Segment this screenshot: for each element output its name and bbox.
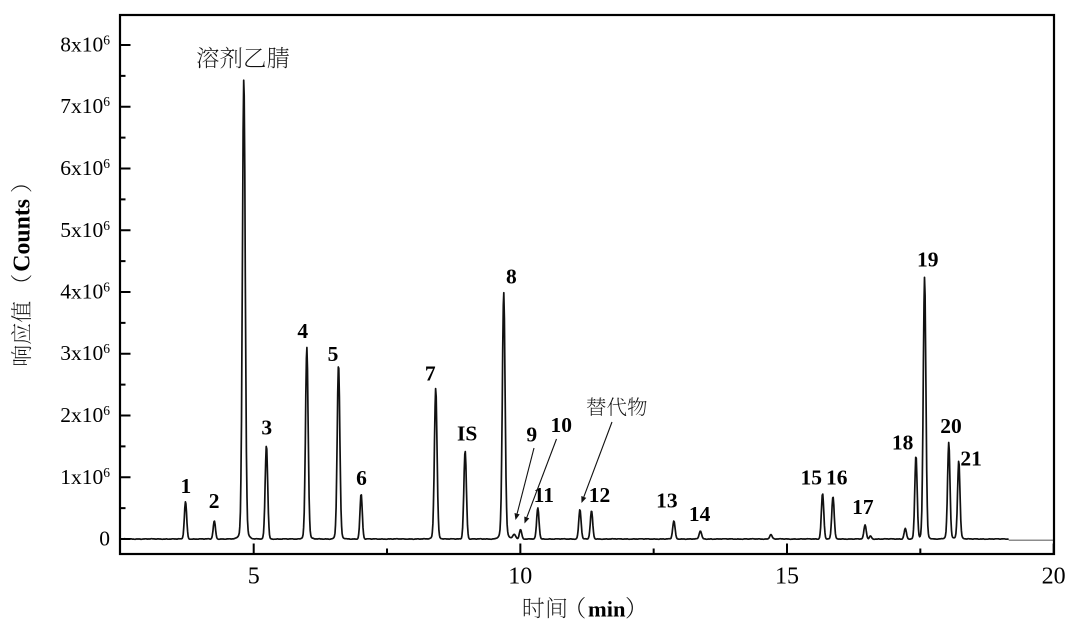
svg-text:21: 21 [960,446,982,470]
svg-text:7x106: 7x106 [60,94,110,118]
svg-text:6: 6 [356,466,367,490]
svg-text:2: 2 [209,489,220,513]
svg-text:3: 3 [261,415,272,439]
svg-text:17: 17 [852,495,874,519]
svg-text:19: 19 [917,247,939,271]
svg-text:0: 0 [99,527,110,551]
svg-text:2x106: 2x106 [60,403,110,427]
svg-text:8: 8 [506,265,517,289]
svg-text:12: 12 [589,483,611,507]
svg-text:16: 16 [826,465,848,489]
svg-text:15: 15 [775,564,799,590]
svg-text:20: 20 [940,414,962,438]
svg-text:5: 5 [328,342,339,366]
svg-text:10: 10 [508,564,532,590]
svg-text:10: 10 [550,413,572,437]
svg-text:Counts: Counts [10,199,36,272]
svg-text:4x106: 4x106 [60,280,110,304]
svg-text:IS: IS [457,422,477,446]
svg-text:5: 5 [248,564,260,590]
svg-text:8x106: 8x106 [60,33,110,57]
svg-text:1: 1 [181,474,192,498]
svg-text:7: 7 [425,362,436,386]
svg-text:15: 15 [800,466,822,490]
svg-text:18: 18 [892,430,914,454]
svg-text:11: 11 [534,483,554,507]
svg-text:6x106: 6x106 [60,156,110,180]
svg-text:5x106: 5x106 [60,218,110,242]
svg-text:9: 9 [526,422,537,446]
svg-text:4: 4 [297,319,308,343]
svg-text:3x106: 3x106 [60,341,110,365]
svg-text:min: min [588,597,626,622]
svg-text:20: 20 [1042,564,1066,590]
svg-text:14: 14 [689,502,711,526]
svg-text:13: 13 [656,489,678,513]
svg-text:1x106: 1x106 [60,465,110,489]
